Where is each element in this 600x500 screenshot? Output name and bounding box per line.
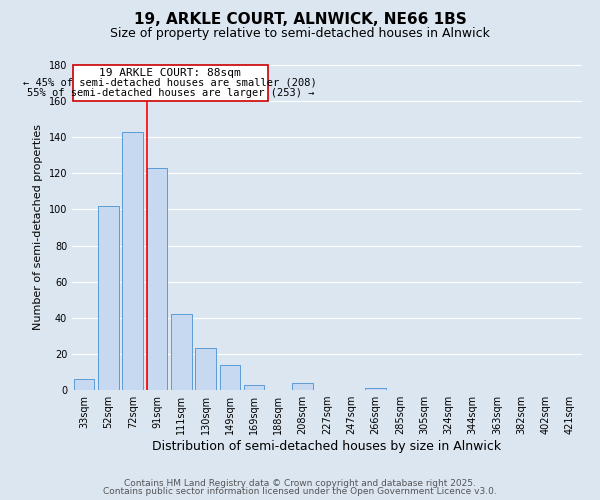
- Bar: [146, 168, 167, 390]
- Text: Contains HM Land Registry data © Crown copyright and database right 2025.: Contains HM Land Registry data © Crown c…: [124, 478, 476, 488]
- Text: 19, ARKLE COURT, ALNWICK, NE66 1BS: 19, ARKLE COURT, ALNWICK, NE66 1BS: [134, 12, 466, 28]
- Text: Contains public sector information licensed under the Open Government Licence v3: Contains public sector information licen…: [103, 487, 497, 496]
- Bar: [292, 383, 313, 390]
- Bar: [365, 388, 386, 390]
- X-axis label: Distribution of semi-detached houses by size in Alnwick: Distribution of semi-detached houses by …: [152, 440, 502, 453]
- Text: 55% of semi-detached houses are larger (253) →: 55% of semi-detached houses are larger (…: [26, 88, 314, 98]
- Y-axis label: Number of semi-detached properties: Number of semi-detached properties: [33, 124, 43, 330]
- Text: Size of property relative to semi-detached houses in Alnwick: Size of property relative to semi-detach…: [110, 28, 490, 40]
- Bar: [122, 132, 143, 390]
- Bar: [74, 379, 94, 390]
- Text: ← 45% of semi-detached houses are smaller (208): ← 45% of semi-detached houses are smalle…: [23, 78, 317, 88]
- Bar: [98, 206, 119, 390]
- Bar: [244, 384, 265, 390]
- Bar: [220, 364, 240, 390]
- Bar: [195, 348, 216, 390]
- Bar: [171, 314, 191, 390]
- FancyBboxPatch shape: [73, 65, 268, 101]
- Text: 19 ARKLE COURT: 88sqm: 19 ARKLE COURT: 88sqm: [100, 68, 241, 78]
